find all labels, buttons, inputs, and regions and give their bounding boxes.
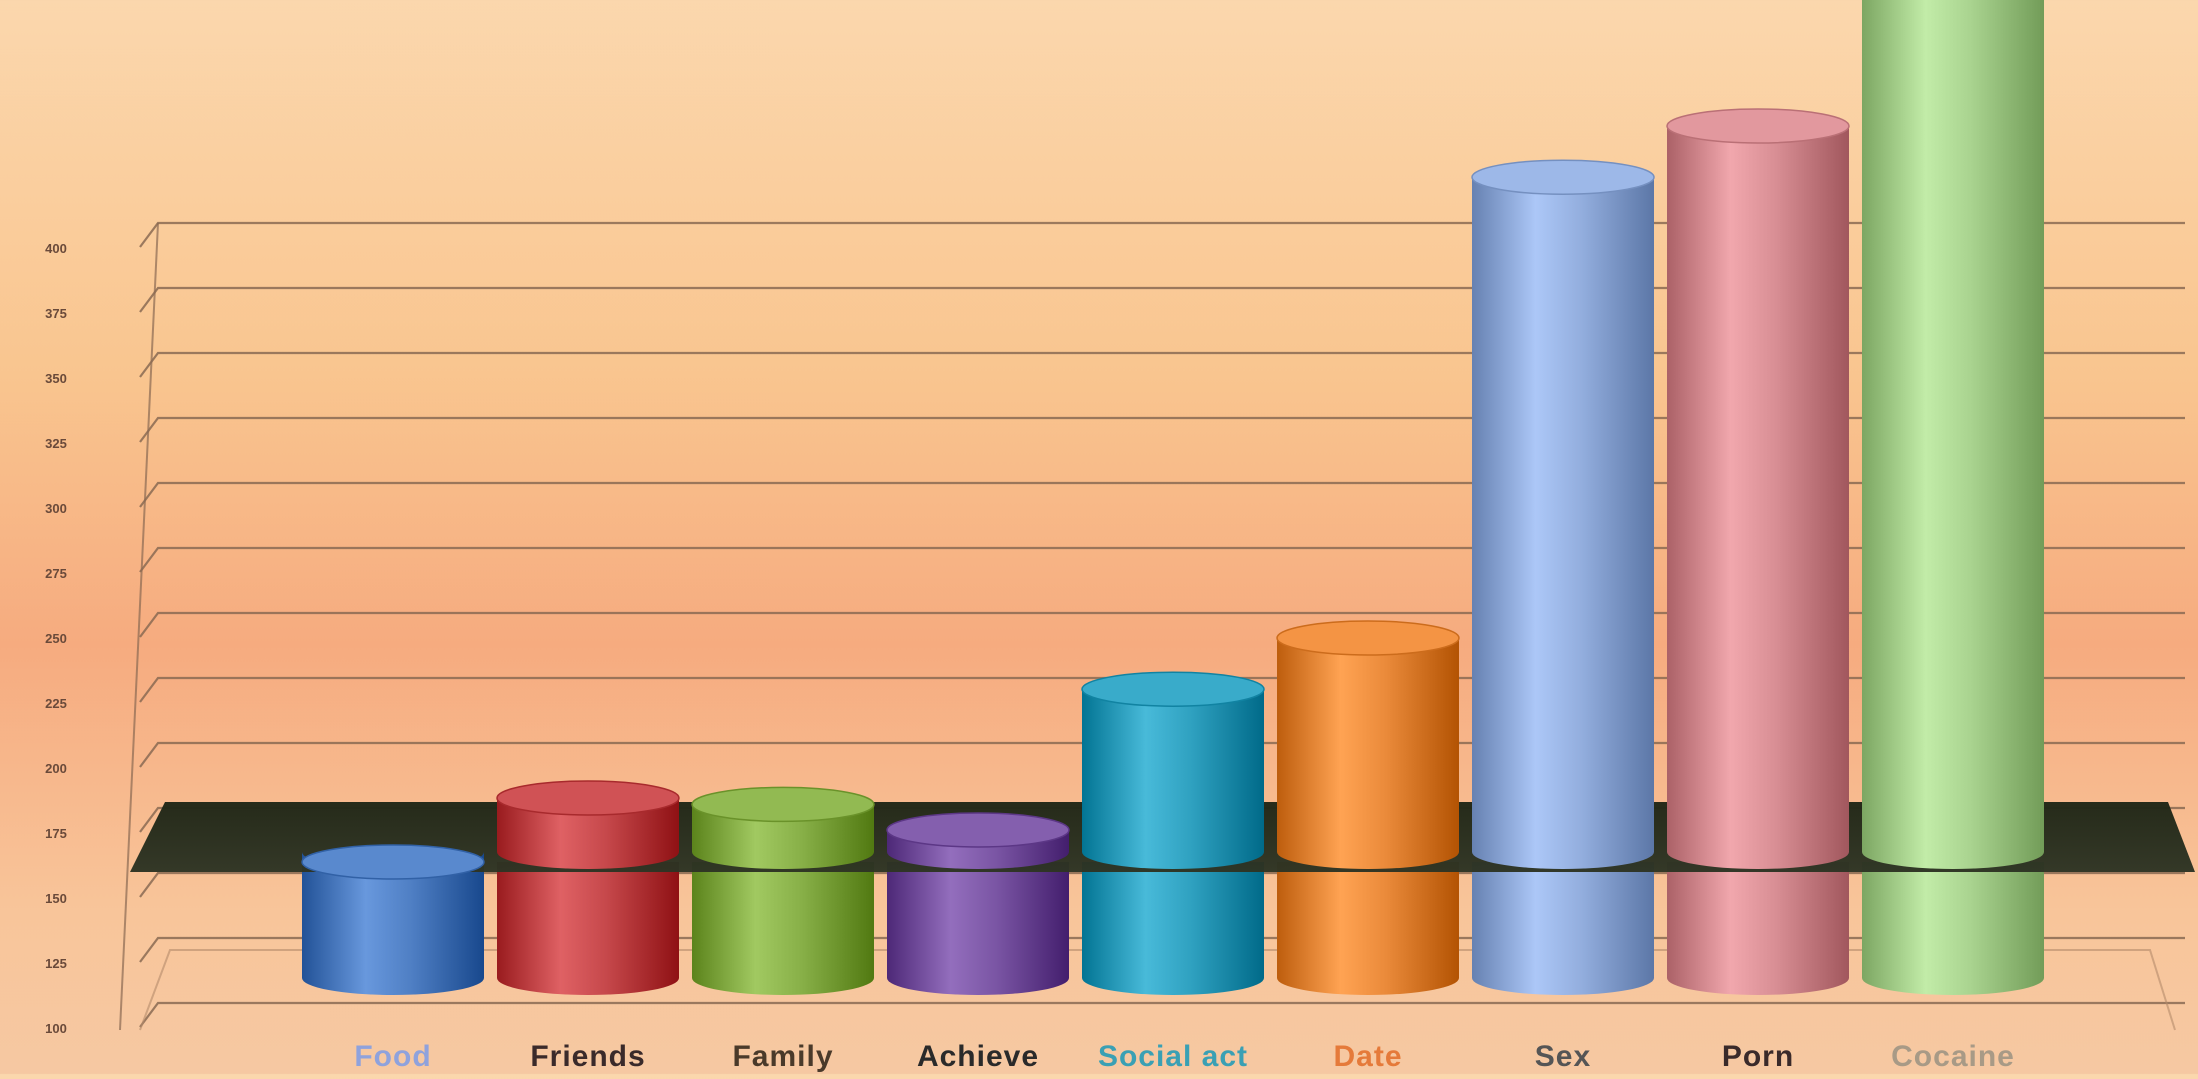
y-tick-label: 200 [45,761,67,776]
bar-top-cap [1666,108,1850,144]
bar-body [497,798,679,869]
x-tick-label: Family [732,1040,833,1073]
y-tick-label: 350 [45,371,67,386]
y-tick-label: 125 [45,956,67,971]
bar-body [1277,638,1459,869]
bar [886,812,1070,869]
y-tick-label: 325 [45,436,67,451]
bar-body [1667,126,1849,869]
x-tick-label: Achieve [917,1040,1039,1073]
bar-top-cap [301,844,485,880]
bar-body [692,804,874,869]
bar-lower [887,862,1069,995]
y-tick-label: 375 [45,306,67,321]
bars-below-plane [302,862,2044,995]
bar-top-cap [1081,671,1265,707]
y-tick-label: 250 [45,631,67,646]
bar-lower [302,862,484,995]
bar-lower [1277,862,1459,995]
bar [496,780,680,869]
bar-top-cap [1276,620,1460,656]
bar-lower [497,862,679,995]
x-tick-label: Porn [1722,1040,1794,1073]
bar-top-cap [886,812,1070,848]
x-tick-label: Cocaine [1891,1040,2015,1073]
bar-lower [1472,862,1654,995]
bar-body [1472,177,1654,869]
bar-top-cap [1471,159,1655,195]
y-tick-label: 275 [45,566,67,581]
bar-body [1082,689,1264,869]
bar-lower [692,862,874,995]
bar [301,844,485,880]
bar [1471,159,1655,869]
bar-lower [1082,862,1264,995]
x-tick-label: Date [1333,1040,1402,1073]
x-axis-labels: Food Friends Family Achieve Social act Date Se… [354,1040,2015,1073]
bar [1862,0,2044,869]
y-tick-label: 175 [45,826,67,841]
x-tick-label: Social act [1098,1040,1248,1073]
y-tick-label: 300 [45,501,67,516]
y-tick-label: 150 [45,891,67,906]
y-tick-label: 400 [45,241,67,256]
y-axis: 100 125 150 175 200 225 250 275 300 325 350 375 400 [45,241,67,1036]
bar-top-cap [691,786,875,823]
bar [1081,671,1265,869]
bar-top-cap [496,780,680,816]
y-tick-label: 225 [45,696,67,711]
bar-lower [1667,862,1849,995]
x-tick-label: Sex [1535,1040,1591,1073]
bar [1666,108,1850,869]
bar [1276,620,1460,869]
x-tick-label: Friends [530,1040,645,1073]
bar [691,786,875,869]
y-axis-wall-edge [119,222,159,1031]
bars-above-plane [301,0,2044,880]
bar-lower [1862,862,2044,995]
x-tick-label: Food [354,1040,431,1073]
y-tick-label: 100 [45,1021,67,1036]
bar-body [1862,0,2044,869]
gridline [139,1001,2185,1028]
